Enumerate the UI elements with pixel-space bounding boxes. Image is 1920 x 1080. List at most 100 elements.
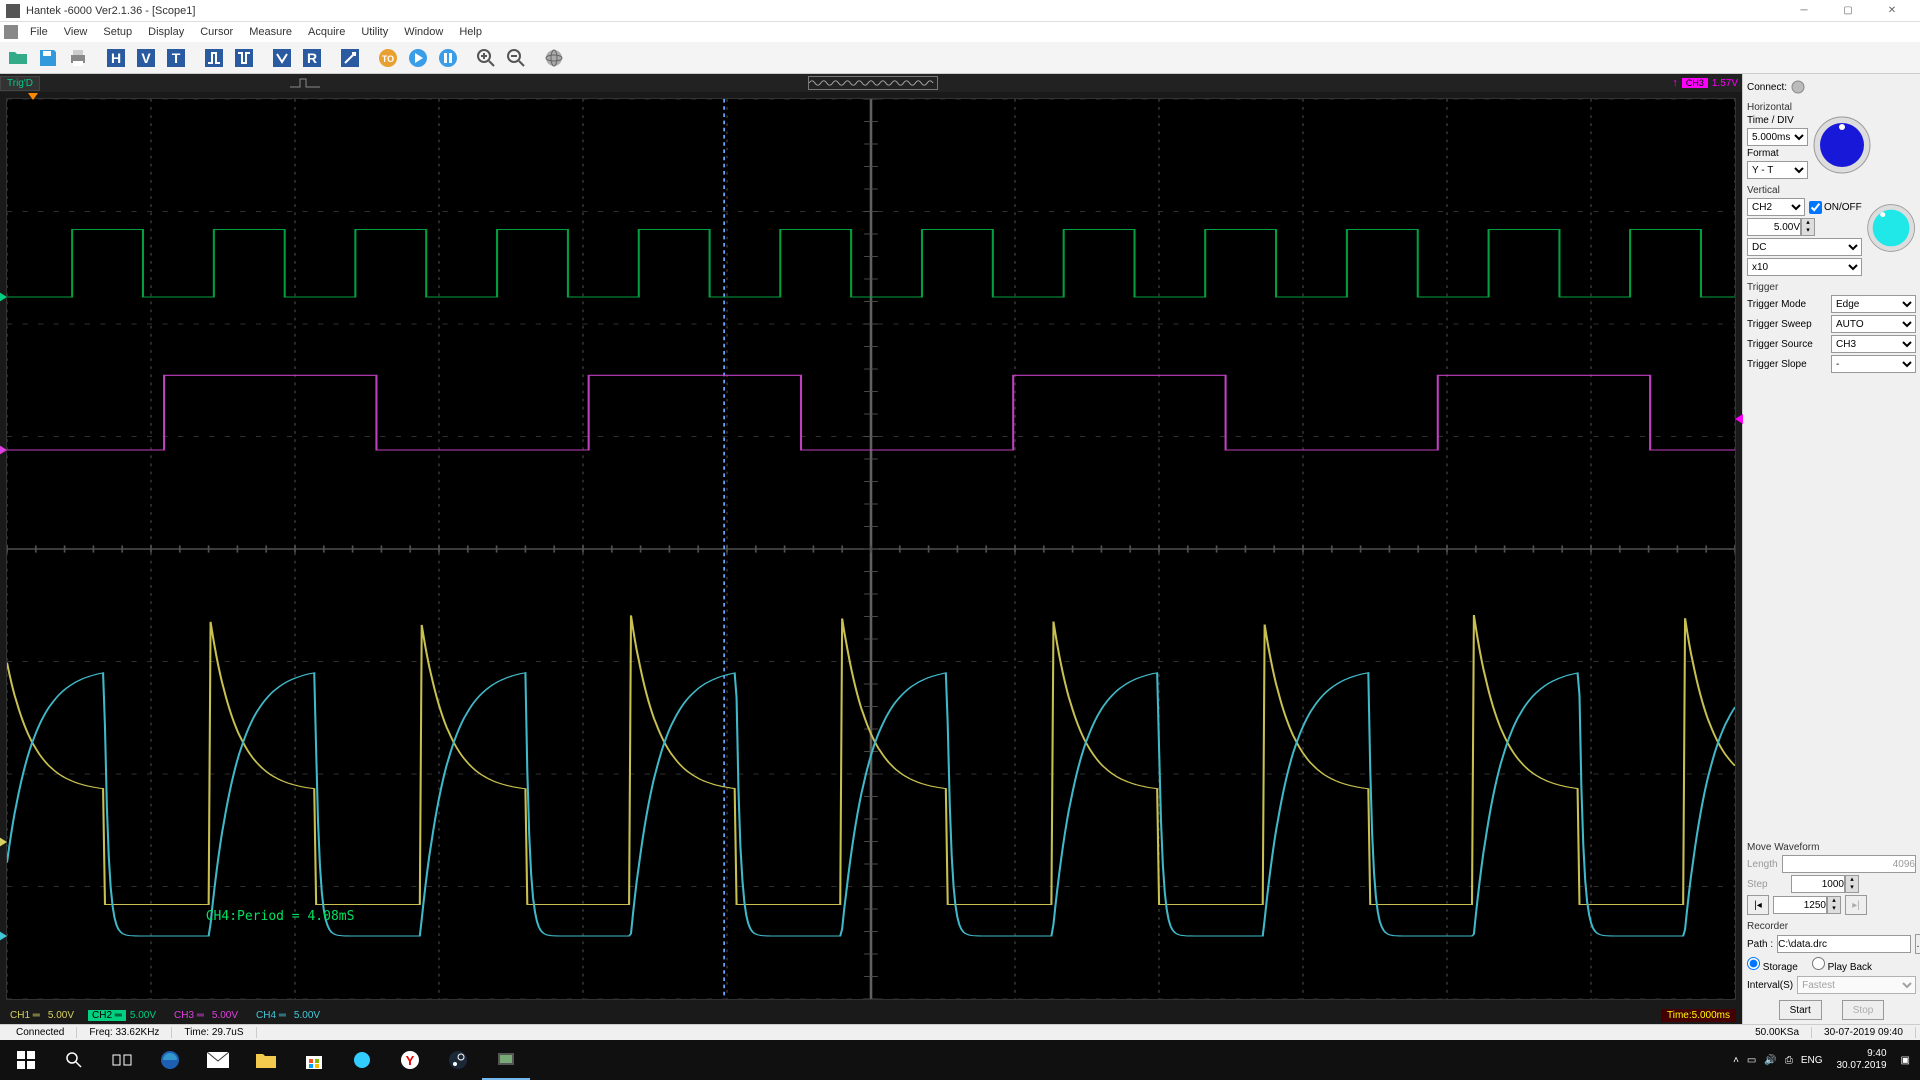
svg-text:R: R [307,50,317,66]
format-select[interactable]: Y - T [1747,161,1808,179]
ch-marker-ch4[interactable] [0,931,7,941]
yandex-icon[interactable]: Y [386,1040,434,1080]
search-icon[interactable] [50,1040,98,1080]
pulse-rise-button[interactable] [200,44,228,72]
trigger-sweep-select[interactable]: AUTO [1831,315,1916,333]
maximize-button[interactable]: ▢ [1826,0,1870,22]
taskbar-clock[interactable]: 9:4030.07.2019 [1830,1048,1892,1072]
single-button[interactable] [336,44,364,72]
interval-label: Interval(S) [1747,980,1793,991]
menu-cursor[interactable]: Cursor [192,24,241,40]
movewave-back-button[interactable]: |◂ [1747,895,1769,915]
vertical-header: Vertical [1747,181,1916,196]
print-button[interactable] [64,44,92,72]
start-button[interactable] [2,1040,50,1080]
menu-acquire[interactable]: Acquire [300,24,353,40]
channel-select[interactable]: CH2 [1747,198,1805,216]
v-cursor-button[interactable]: V [132,44,160,72]
save-button[interactable] [34,44,62,72]
trigger-slope-icon: ↑ [1672,77,1678,89]
channel-info-ch3[interactable]: CH3 ═5.00V [170,1010,238,1021]
stop-button: Stop [1842,1000,1885,1020]
playback-radio[interactable]: Play Back [1812,957,1872,973]
side-panel: Connect: Horizontal Time / DIV 5.000ms F… [1742,74,1920,1024]
storage-radio[interactable]: Storage [1747,957,1798,973]
run-button[interactable] [404,44,432,72]
usb-icon[interactable]: ⎙ [1785,1055,1793,1066]
menu-utility[interactable]: Utility [353,24,396,40]
channel-info-ch1[interactable]: CH1 ═5.00V [6,1010,74,1021]
volume-icon[interactable]: 🔊 [1764,1055,1776,1066]
pos-spinner[interactable]: ▴▾ [1773,896,1841,914]
network-icon[interactable]: ▭ [1747,1055,1756,1066]
menu-view[interactable]: View [56,24,96,40]
notifications-icon[interactable]: ▣ [1901,1055,1910,1066]
pulse-icon [290,76,320,90]
horizontal-knob[interactable] [1812,115,1872,175]
open-button[interactable] [4,44,32,72]
app-icon-1[interactable] [338,1040,386,1080]
explorer-icon[interactable] [242,1040,290,1080]
steam-icon[interactable] [434,1040,482,1080]
length-label: Length [1747,859,1778,870]
tray-chevron-icon[interactable]: ˄ [1733,1055,1739,1066]
trigger-level-marker[interactable] [1735,414,1743,424]
windows-taskbar: Y ˄ ▭ 🔊 ⎙ ENG 9:4030.07.2019 ▣ [0,1040,1920,1080]
path-field[interactable] [1777,935,1911,953]
timediv-select[interactable]: 5.000ms [1747,128,1808,146]
step-label: Step [1747,879,1787,890]
vdiv-spinner[interactable]: ▴▾ [1747,218,1862,236]
format-label: Format [1747,148,1808,159]
movewave-fwd-button: ▸| [1845,895,1867,915]
reset-button[interactable]: R [298,44,326,72]
stop-button[interactable] [434,44,462,72]
menu-window[interactable]: Window [396,24,451,40]
svg-text:H: H [111,50,121,66]
taskview-icon[interactable] [98,1040,146,1080]
mdi-icon [4,25,18,39]
svg-text:V: V [141,50,151,66]
globe-button[interactable] [540,44,568,72]
scope-grid[interactable]: CH4:Period = 4.08mS [6,98,1736,1000]
vertical-knob[interactable] [1866,198,1916,258]
language-indicator[interactable]: ENG [1801,1055,1823,1066]
menu-display[interactable]: Display [140,24,192,40]
trigger-slope-select[interactable]: - [1831,355,1916,373]
trigger-slope-label: Trigger Slope [1747,359,1827,370]
ch-marker-ch3[interactable] [0,445,7,455]
ch-marker-ch1[interactable] [0,837,7,847]
close-button[interactable]: ✕ [1870,0,1914,22]
path-label: Path : [1747,939,1773,950]
autoset-button[interactable] [268,44,296,72]
step-spinner[interactable]: ▴▾ [1791,875,1859,893]
mail-icon[interactable] [194,1040,242,1080]
zoom-out-button[interactable] [502,44,530,72]
channel-info-ch4[interactable]: CH4 ═5.00V [252,1010,320,1021]
trigger-mode-select[interactable]: Edge [1831,295,1916,313]
minimize-button[interactable]: ─ [1782,0,1826,22]
trigger-source-select[interactable]: CH3 [1831,335,1916,353]
menu-measure[interactable]: Measure [241,24,300,40]
pulse-fall-button[interactable] [230,44,258,72]
hantek-app-icon[interactable] [482,1040,530,1080]
coupling-select[interactable]: DC [1747,238,1862,256]
edge-icon[interactable] [146,1040,194,1080]
timediv-label: Time / DIV [1747,115,1808,126]
zoom-in-button[interactable] [472,44,500,72]
onoff-checkbox[interactable]: ON/OFF [1809,201,1862,214]
menu-setup[interactable]: Setup [95,24,140,40]
store-icon[interactable] [290,1040,338,1080]
start-button[interactable]: Start [1779,1000,1822,1020]
menu-file[interactable]: File [22,24,56,40]
trigger-mode-label: Trigger Mode [1747,299,1827,310]
menu-help[interactable]: Help [451,24,490,40]
roll-button[interactable]: TO [374,44,402,72]
path-browse-button[interactable]: … [1915,934,1920,954]
channel-info-ch2[interactable]: CH2 ═5.00V [88,1010,156,1021]
window-title: Hantek -6000 Ver2.1.36 - [Scope1] [26,5,195,17]
t-cursor-button[interactable]: T [162,44,190,72]
trigger-channel-tag: CH3 [1682,78,1708,88]
probe-select[interactable]: x10 [1747,258,1862,276]
h-cursor-button[interactable]: H [102,44,130,72]
ch-marker-ch2[interactable] [0,292,7,302]
